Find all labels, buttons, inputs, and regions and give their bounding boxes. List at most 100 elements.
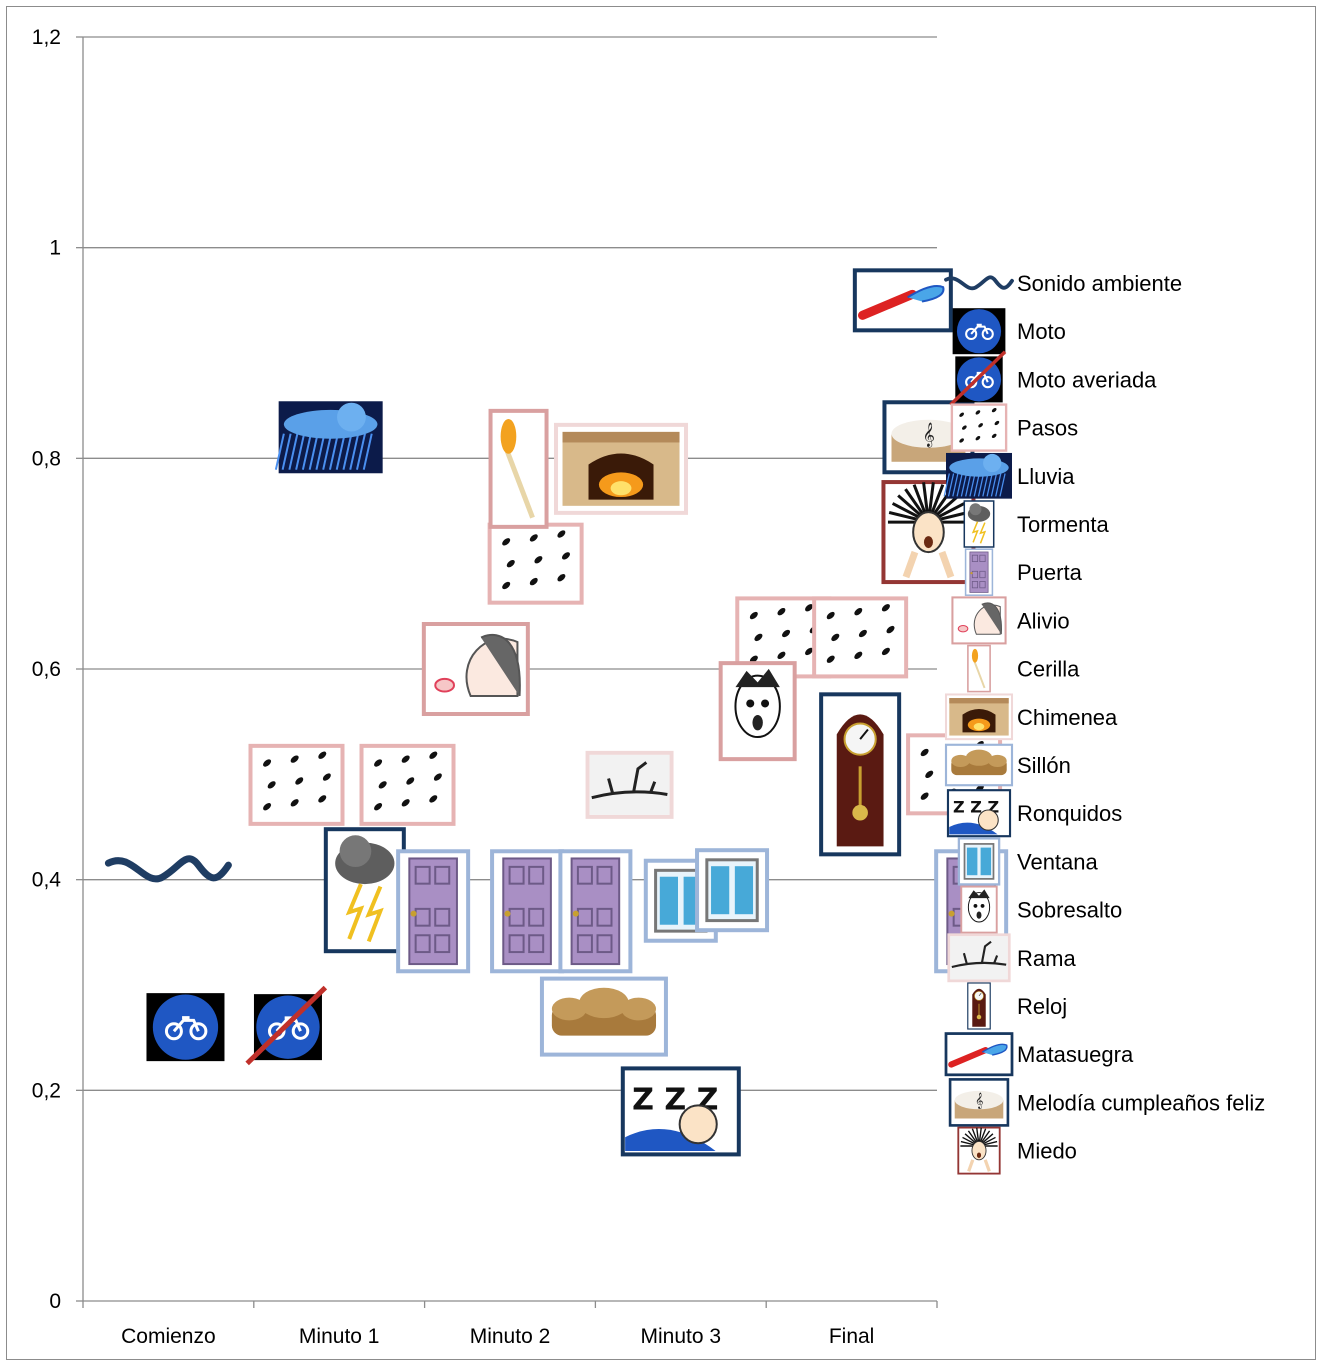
sign-disc (956, 309, 1002, 354)
footprint (529, 534, 538, 542)
scared-face-icon (957, 1126, 1001, 1175)
window-pane (659, 876, 678, 925)
match-marker (488, 408, 549, 529)
rain-drop (995, 473, 1002, 497)
fireplace-icon (944, 693, 1014, 741)
rain-drop (295, 433, 306, 470)
legend-item: Sillón (944, 743, 1071, 787)
footprint (263, 759, 272, 767)
legend-item: Puerta (964, 548, 1083, 596)
hands (902, 550, 955, 579)
footsteps-marker (248, 743, 345, 826)
snoring-icon: Z Z Z (620, 1066, 741, 1157)
footprint (406, 777, 415, 785)
footsteps-marker (487, 522, 584, 605)
y-tick-label: 0,8 (32, 447, 61, 470)
hair (968, 889, 990, 899)
lightning (345, 883, 365, 940)
eye (761, 699, 770, 708)
cloud-puff (339, 835, 372, 868)
footprint (920, 748, 929, 757)
mouth (752, 714, 763, 731)
rain-cloud-icon (943, 452, 1012, 499)
clock-hand (978, 992, 982, 997)
party-horn-icon (944, 1032, 1014, 1077)
flame (971, 648, 979, 663)
birthday-cake-icon: 𝄞 (948, 1078, 1010, 1127)
storm-cloud-marker (323, 827, 406, 954)
branch (591, 761, 668, 800)
door-inset (576, 865, 593, 885)
clock-face (974, 991, 984, 1001)
scatter-chart: 0 0,2 0,4 0,6 0,8 1 1,2 Comienzo Minuto 1 Minuto … (32, 26, 1265, 1348)
broken-motorbike-sign-icon (245, 985, 328, 1066)
legend-label: Ventana (1017, 849, 1099, 874)
rain-drop (986, 473, 993, 497)
door-icon (490, 849, 565, 974)
footprint (290, 799, 299, 807)
cake-top (891, 419, 966, 448)
snoring-marker: Z Z Z (620, 1066, 741, 1157)
footprint (854, 651, 863, 660)
footprint (529, 577, 538, 586)
clef-glyph: 𝄞 (922, 422, 934, 447)
door-inset (508, 865, 525, 885)
door-inset (576, 934, 593, 954)
horn-curl (981, 1043, 1008, 1056)
window-pane (734, 866, 754, 915)
window-pane (711, 866, 730, 915)
x-tick-label: Minuto 2 (470, 1325, 551, 1348)
legend-item: Sobresalto (960, 885, 1122, 934)
fire-core (973, 723, 985, 731)
legend-label: Lluvia (1017, 464, 1075, 489)
wave-line (944, 275, 1014, 291)
rain-drop (952, 473, 959, 497)
door-panel (969, 551, 989, 593)
window-marker (695, 848, 770, 933)
footprint (429, 795, 438, 803)
footprint (920, 792, 929, 800)
footsteps-icon (359, 743, 456, 826)
footprint (881, 604, 890, 612)
rain-drop (947, 473, 955, 497)
legend-label: Sobresalto (1017, 898, 1122, 923)
wave-icon (944, 275, 1014, 291)
marker-frame (967, 644, 991, 693)
legend-label: Reloj (1017, 994, 1067, 1019)
footprint (561, 552, 570, 560)
eye (746, 699, 755, 708)
broken-motorbike-sign-icon (949, 350, 1007, 406)
door-inset (979, 581, 986, 589)
scared-face-marker (881, 480, 976, 585)
wave-icon (104, 855, 232, 883)
legend-item: Chimenea (944, 693, 1118, 741)
rain-cloud-icon (274, 401, 383, 474)
legend-item: Moto averiada (949, 350, 1157, 406)
startled-face-icon (960, 885, 998, 934)
scared-face-icon (881, 480, 976, 585)
breath-puff (957, 624, 969, 633)
footprint (378, 781, 387, 789)
footprint (749, 655, 758, 663)
wheel (965, 327, 978, 341)
rain-drop (342, 433, 353, 470)
sofa-back (579, 987, 629, 1019)
sofa-back (551, 997, 587, 1021)
footprint (754, 633, 763, 642)
branch-bg (589, 754, 670, 815)
match-stick (505, 450, 535, 519)
legend-item: Rama (947, 933, 1076, 983)
fireplace-icon (554, 422, 689, 515)
branch-icon (947, 933, 1011, 983)
sleeper-face (678, 1104, 718, 1145)
wave-marker (104, 855, 232, 883)
door-inset (528, 865, 545, 885)
footsteps-icon (487, 522, 584, 605)
mouth (976, 1152, 982, 1158)
horn-curl (907, 284, 945, 303)
rain-drop (969, 473, 976, 497)
frame (970, 323, 989, 335)
door-inset (508, 907, 525, 927)
legend-label: Alivio (1017, 608, 1070, 633)
door-inset (434, 865, 451, 885)
